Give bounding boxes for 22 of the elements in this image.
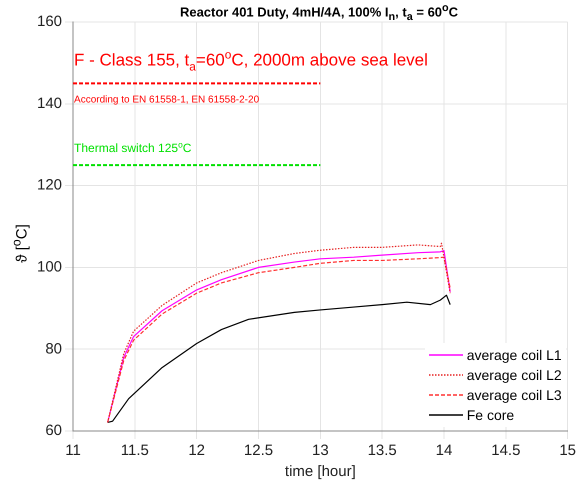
y-tick-label: 80 bbox=[45, 340, 62, 358]
legend-label: average coil L3 bbox=[466, 387, 562, 403]
x-tick-label: 12 bbox=[188, 442, 206, 460]
x-tick-label: 11.5 bbox=[120, 442, 149, 460]
legend-label: average coil L2 bbox=[466, 367, 562, 383]
y-tick-label: 140 bbox=[36, 94, 62, 112]
y-tick-label: 160 bbox=[36, 13, 62, 30]
x-axis-title: time [hour] bbox=[284, 463, 356, 480]
legend-label: average coil L1 bbox=[466, 347, 562, 363]
x-tick-label: 13.5 bbox=[368, 442, 397, 460]
y-tick-label: 120 bbox=[36, 176, 62, 194]
x-tick-label: 15 bbox=[559, 442, 576, 460]
annotation: According to EN 61558-1, EN 61558-2-20 bbox=[74, 94, 260, 106]
x-tick-label: 14 bbox=[436, 442, 452, 460]
y-tick-label: 60 bbox=[45, 422, 62, 440]
x-tick-label: 14.5 bbox=[491, 442, 520, 460]
legend-label: Fe core bbox=[466, 407, 514, 423]
x-tick-label: 12.5 bbox=[244, 442, 274, 460]
x-tick-label: 13 bbox=[312, 442, 329, 460]
x-tick-label: 11 bbox=[65, 442, 81, 460]
y-tick-label: 100 bbox=[36, 258, 62, 276]
chart-title: Reactor 401 Duty, 4mH/4A, 100% I$_{n}$, t$_{a}$ = 60$^{o}$C bbox=[178, 2, 460, 23]
